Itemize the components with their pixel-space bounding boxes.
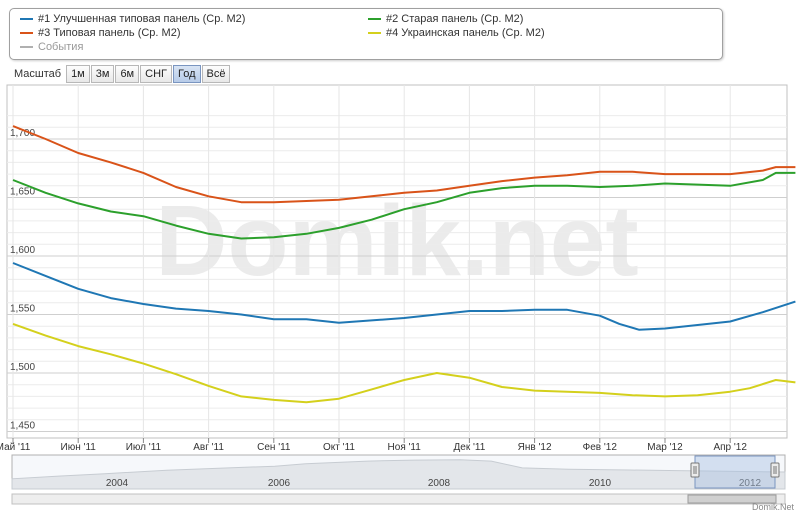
series-line-2[interactable]: [12, 171, 796, 240]
navigator-year-label: 2006: [268, 478, 291, 489]
x-tick-label: Авг '11: [193, 442, 224, 453]
zoom-ytd-button[interactable]: СНГ: [140, 65, 172, 83]
x-tick-label: Окт '11: [323, 442, 355, 453]
legend-item-4[interactable]: #4 Украинская панель (Ср. М2): [368, 27, 545, 39]
legend-item-2[interactable]: #2 Старая панель (Ср. М2): [368, 13, 523, 25]
legend-label-4: #4 Украинская панель (Ср. М2): [386, 27, 545, 39]
legend-swatch-4: [368, 32, 381, 34]
zoom-year-button[interactable]: Год: [172, 65, 201, 83]
series-line-3[interactable]: [12, 125, 796, 204]
x-tick-label: Июл '11: [126, 442, 162, 453]
navigator-area: [11, 459, 786, 490]
legend-swatch-2: [368, 18, 381, 20]
x-tick-label: Фев '12: [583, 442, 618, 453]
legend: #1 Улучшенная типовая панель (Ср. М2) #2…: [9, 8, 723, 60]
x-tick-label: Апр '12: [713, 442, 747, 453]
legend-label-3: #3 Типовая панель (Ср. М2): [38, 27, 181, 39]
scrollbar-track[interactable]: [11, 493, 786, 505]
x-tick-label: Сен '11: [257, 442, 291, 453]
x-axis-ticks: Май '11 Июн '11 Июл '11 Авг '11 Сен '11 Окт '…: [0, 438, 747, 453]
navigator-year-label: 2012: [739, 478, 762, 489]
vertical-gridlines: [12, 85, 731, 438]
legend-swatch-1: [20, 18, 33, 20]
zoom-6m-button[interactable]: 6м: [115, 65, 140, 83]
zoom-1m-button[interactable]: 1м: [66, 65, 90, 83]
navigator-handle-right[interactable]: [770, 462, 780, 478]
legend-label-1: #1 Улучшенная типовая панель (Ср. М2): [38, 13, 246, 25]
x-tick-label: Ноя '11: [388, 442, 422, 453]
legend-item-3[interactable]: #3 Типовая панель (Ср. М2): [20, 27, 180, 39]
y-tick-label: 1,600: [10, 245, 35, 256]
y-axis-ticks: 1,450 1,500 1,550 1,600 1,650 1,700: [10, 128, 35, 432]
legend-label-events: События: [38, 41, 84, 53]
series-lines: [12, 125, 796, 404]
x-tick-label: Июн '11: [61, 442, 97, 453]
navigator-year-label: 2004: [106, 478, 129, 489]
scrollbar-thumb[interactable]: [687, 494, 777, 504]
y-tick-label: 1,650: [10, 187, 35, 198]
y-tick-label: 1,700: [10, 128, 35, 139]
y-tick-label: 1,550: [10, 304, 35, 315]
x-tick-label: Май '11: [0, 442, 31, 453]
zoom-control: Масштаб 1м 3м 6м СНГ Год Всё: [14, 65, 231, 83]
navigator[interactable]: 2004 2006 2008 2010 2012: [11, 454, 786, 505]
navigator-handle-left[interactable]: [690, 462, 700, 478]
navigator-year-label: 2008: [428, 478, 451, 489]
legend-swatch-3: [20, 32, 33, 34]
zoom-label: Масштаб: [14, 68, 62, 80]
series-line-4[interactable]: [12, 322, 796, 404]
series-line-1[interactable]: [12, 262, 796, 331]
x-tick-label: Дек '11: [454, 442, 486, 453]
legend-label-2: #2 Старая панель (Ср. М2): [386, 13, 524, 25]
legend-item-1[interactable]: #1 Улучшенная типовая панель (Ср. М2): [20, 13, 245, 25]
x-tick-label: Янв '12: [518, 442, 552, 453]
zoom-3m-button[interactable]: 3м: [90, 65, 115, 83]
navigator-selection[interactable]: [694, 455, 776, 489]
legend-item-events[interactable]: События: [20, 41, 83, 53]
legend-swatch-events: [20, 46, 33, 48]
x-tick-label: Мар '12: [647, 442, 683, 453]
zoom-all-button[interactable]: Всё: [201, 65, 231, 83]
y-tick-label: 1,450: [10, 421, 35, 432]
y-tick-label: 1,500: [10, 362, 35, 373]
watermark: Domik.net: [155, 185, 638, 297]
credit-link[interactable]: Domik.Net: [751, 502, 794, 512]
plot-background: [6, 84, 788, 439]
navigator-year-label: 2010: [589, 478, 612, 489]
